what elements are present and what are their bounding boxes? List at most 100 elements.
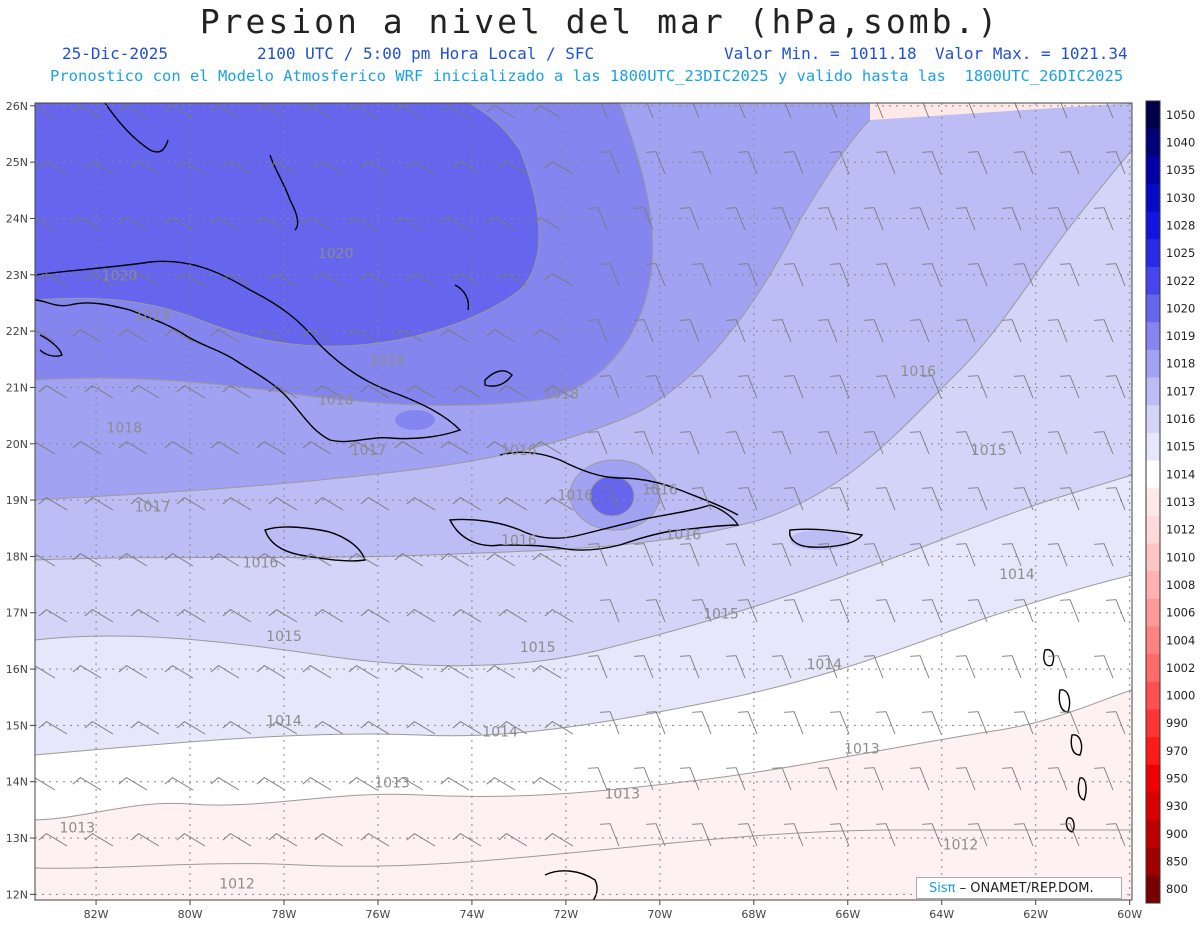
wind-barb <box>440 665 470 679</box>
wind-barb <box>876 487 896 511</box>
wind-barb <box>256 441 286 455</box>
colorbar-label: 1002 <box>1166 661 1195 675</box>
lat-label: 20N <box>6 438 28 451</box>
wind-barb <box>130 721 160 735</box>
wind-barb <box>692 151 712 175</box>
lon-label: 82W <box>84 908 109 921</box>
wind-barb <box>348 105 378 119</box>
colorbar-frame <box>1145 100 1161 904</box>
lon-label: 66W <box>835 908 860 921</box>
wind-barb <box>314 609 344 623</box>
band-puertorico <box>790 530 850 550</box>
wind-barb <box>784 375 804 399</box>
wind-barb <box>968 487 988 511</box>
wind-barb <box>600 823 620 847</box>
wind-barb <box>176 609 206 623</box>
wind-barb <box>1060 103 1068 119</box>
wind-barb <box>406 497 436 511</box>
wind-barb <box>1048 543 1068 567</box>
wind-barb <box>532 777 562 791</box>
wind-barb <box>968 375 988 399</box>
colorbar-label: 1025 <box>1166 246 1195 260</box>
wind-barb <box>1048 207 1068 231</box>
lat-label: 12N <box>6 888 28 901</box>
colorbar-label: 1016 <box>1166 412 1195 426</box>
wind-barb <box>968 823 988 847</box>
wind-barb <box>118 329 148 343</box>
wind-barb <box>1014 263 1034 287</box>
contour-label: 1020 <box>318 246 354 262</box>
wind-barb <box>130 833 160 847</box>
colorbar-swatch <box>1146 515 1160 544</box>
wind-barb <box>726 431 746 455</box>
wind-barb <box>84 497 114 511</box>
wind-barb <box>38 721 68 735</box>
wind-barb <box>680 655 700 679</box>
florida-coast <box>104 103 169 153</box>
wind-barb <box>968 599 988 623</box>
wind-barb <box>784 823 804 847</box>
wind-barb <box>314 497 344 511</box>
wind-barb <box>1014 375 1034 399</box>
wind-barb <box>738 823 758 847</box>
wind-barb <box>38 385 68 399</box>
wind-barb <box>394 665 424 679</box>
colorbar-label: 1010 <box>1166 550 1195 564</box>
wind-barb <box>394 441 424 455</box>
colorbar-label: 850 <box>1166 855 1188 869</box>
wind-barb <box>302 665 332 679</box>
lon-label: 60W <box>1117 908 1142 921</box>
wind-barb <box>35 553 56 567</box>
wind-barb <box>544 497 574 511</box>
wind-barb <box>738 711 758 735</box>
wind-barb <box>130 273 160 287</box>
wind-barb <box>784 487 804 511</box>
lat-label: 26N <box>6 100 28 113</box>
wind-barb <box>452 833 482 847</box>
wind-barb <box>876 263 896 287</box>
wind-barb <box>692 263 712 287</box>
colorbar-swatch <box>1146 709 1160 738</box>
contour-label: 1020 <box>102 268 138 284</box>
wind-barb <box>486 105 516 119</box>
wind-barb <box>314 833 344 847</box>
wind-barb <box>634 767 654 791</box>
colorbar-swatch <box>1146 128 1160 157</box>
wind-barb <box>1060 711 1080 735</box>
wind-barb <box>486 329 516 343</box>
wind-barb <box>164 553 194 567</box>
wind-barb <box>222 161 252 175</box>
wind-barb <box>956 431 976 455</box>
wind-barb <box>772 655 792 679</box>
min-value: Valor Min. = 1011.18 <box>724 44 917 63</box>
wind-barb <box>692 599 712 623</box>
wind-barb <box>176 721 206 735</box>
colorbar-label: 1012 <box>1166 523 1195 537</box>
colorbar-swatch <box>1146 488 1160 517</box>
band-1014 <box>35 575 1132 820</box>
wind-barb <box>1014 823 1034 847</box>
wind-barb <box>600 263 620 287</box>
wind-barb <box>1002 207 1022 231</box>
wind-barb <box>302 553 332 567</box>
wind-barb <box>532 441 562 455</box>
wind-barb <box>222 609 252 623</box>
wind-barb <box>818 207 838 231</box>
lat-label: 16N <box>6 663 28 676</box>
wind-barb <box>268 721 298 735</box>
wind-barb <box>956 655 976 679</box>
wind-barb <box>1002 543 1022 567</box>
wind-barb <box>210 217 240 231</box>
wind-barb <box>314 385 344 399</box>
band-1018 <box>35 103 870 500</box>
wind-barb <box>818 655 838 679</box>
colorbar-swatch <box>1146 598 1160 627</box>
andros-coast <box>269 154 299 231</box>
cuba-coast <box>35 260 462 443</box>
contour-label: 1016 <box>501 443 537 459</box>
contour-label: 1016 <box>900 364 936 380</box>
wind-barb <box>130 609 160 623</box>
wind-barb <box>1106 151 1126 175</box>
wind-barb <box>600 487 620 511</box>
wind-barb <box>164 665 194 679</box>
